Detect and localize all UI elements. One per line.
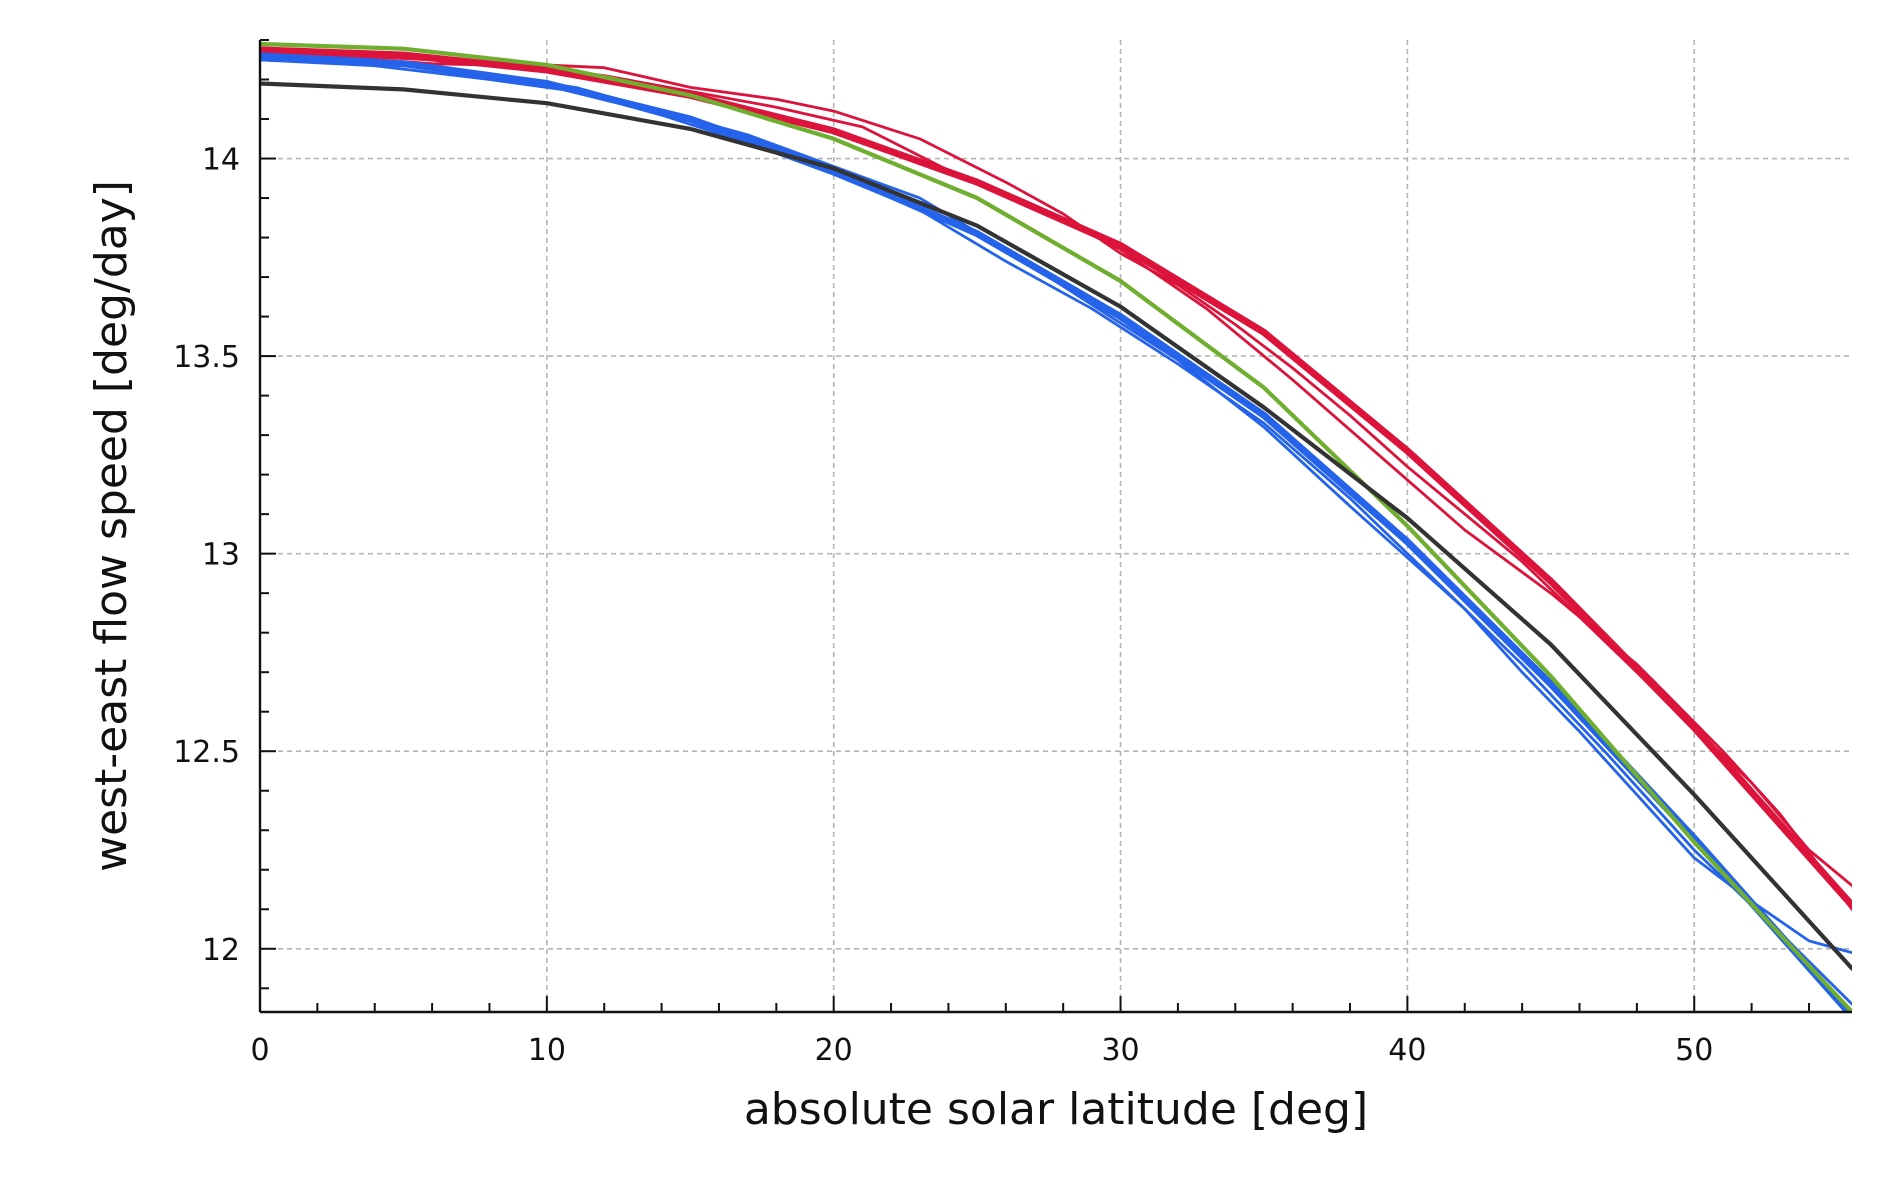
series-line-7 [260,41,1852,1012]
series-line-2 [260,54,1852,887]
y-tick-label: 14 [202,143,240,178]
series-line-5 [260,52,1852,955]
y-tick-label: 12.5 [173,735,240,770]
series-line-3 [260,52,1852,911]
axes: 0 10 20 30 40 50 12 12.5 13 13.5 14 [173,39,1852,1068]
x-tick-label: 40 [1388,1033,1426,1068]
series-line-6 [260,58,1852,1006]
x-tick-label: 10 [528,1033,566,1068]
series-line-8 [260,81,1852,971]
x-tick-label: 50 [1675,1033,1713,1068]
x-tick-label: 20 [815,1033,853,1068]
series-line-4 [260,54,1852,1012]
series-group [260,41,1852,1012]
x-tick-label: 0 [250,1033,269,1068]
y-axis-title: west-east flow speed [deg/day] [86,180,137,872]
y-tick-label: 13 [202,538,240,573]
y-tick-label: 12 [202,933,240,968]
y-tick-label: 13.5 [173,340,240,375]
grid [260,40,1852,1012]
x-axis-title: absolute solar latitude [deg] [744,1084,1368,1135]
x-tick-label: 30 [1101,1033,1139,1068]
series-line-1 [260,46,1852,909]
